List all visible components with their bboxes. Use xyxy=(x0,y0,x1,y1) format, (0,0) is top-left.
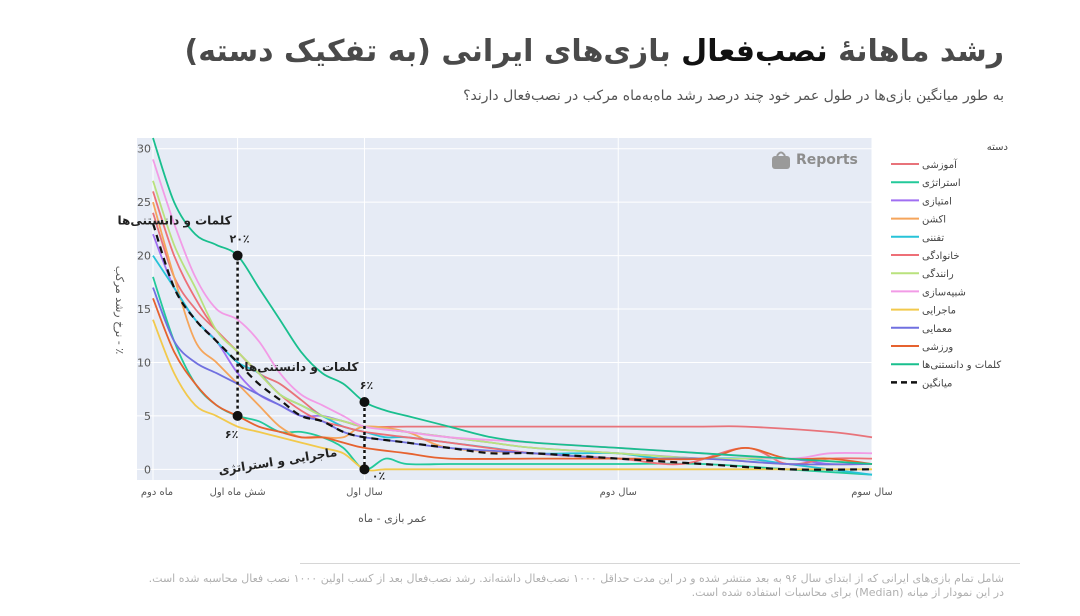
legend-label: میانگین xyxy=(922,377,952,389)
y-tick-label: 25 xyxy=(137,196,151,209)
legend-label: آموزشی xyxy=(922,158,958,171)
chart-subtitle: به طور میانگین بازی‌ها در طول عمر خود چن… xyxy=(463,88,1004,104)
legend-label: ورزشی xyxy=(922,342,953,353)
x-tick-label: شش ماه اول xyxy=(210,487,266,498)
chart-svg: 0 5 10 15 20 25 30 ماه دوم شش ماه اول سال اول سال … xyxy=(113,137,1008,525)
annotation-top-name: کلمات و دانستنی‌ها xyxy=(244,360,358,375)
series-line-8 xyxy=(152,319,872,472)
y-tick-label: 10 xyxy=(137,356,151,369)
chart-title: رشد ماهانهٔ نصب‌فعال بازی‌های ایرانی (به… xyxy=(104,28,1005,76)
annotation-top-name: کلمات و دانستنی‌ها xyxy=(118,214,232,229)
legend-label: معمایی xyxy=(922,324,952,335)
legend-label: ماجرایی xyxy=(922,306,956,317)
legend-label: اکشن xyxy=(922,215,946,226)
watermark-text: Reports xyxy=(796,152,858,168)
series-line-10 xyxy=(152,297,873,465)
footer-line-2: در این نمودار از میانه (Median) برای محا… xyxy=(691,586,1004,599)
legend-label: کلمات و دانستنی‌ها xyxy=(922,360,1001,371)
annotation-marker-top xyxy=(359,396,370,407)
legend-label: رانندگی xyxy=(922,268,954,280)
y-axis-label: ٪ - نرخ رشد مرکب xyxy=(113,266,126,354)
y-tick-label: 0 xyxy=(144,463,151,476)
y-tick-label: 30 xyxy=(137,143,151,156)
series-line-12 xyxy=(151,223,873,471)
title-emphasis: نصب‌فعال xyxy=(681,34,828,69)
annotation-marker-bottom xyxy=(359,464,370,475)
annotation-top-value: ۲۰٪ xyxy=(230,233,250,246)
legend-title: دسته xyxy=(987,142,1008,153)
x-tick-label: ماه دوم xyxy=(141,487,173,498)
y-tick-label: 5 xyxy=(144,410,151,423)
title-part-1: رشد ماهانهٔ xyxy=(827,34,1004,69)
y-tick-label: 20 xyxy=(137,250,151,263)
annotation-top-value: ۶٪ xyxy=(360,379,373,392)
reports-logo-handle-icon xyxy=(776,151,786,157)
legend-label: تفننی xyxy=(922,233,944,244)
series-line-6 xyxy=(152,180,873,465)
annotation-marker-bottom xyxy=(232,410,243,421)
title-part-2: بازی‌های ایرانی (به تفکیک دسته) xyxy=(184,34,682,69)
x-tick-label: سال دوم xyxy=(600,487,637,498)
y-tick-label: 15 xyxy=(137,303,151,316)
x-tick-label: سال اول xyxy=(346,487,383,498)
legend-label: استراتژی xyxy=(922,178,961,189)
annotation-bottom-value: ۰٪ xyxy=(372,469,385,482)
legend-label: خانوادگی xyxy=(922,250,960,262)
annotation-marker-top xyxy=(232,250,243,261)
x-tick-label: سال سوم xyxy=(851,487,893,498)
footer-line-1: شامل تمام بازی‌های ایرانی که از ابتدای س… xyxy=(148,572,1004,585)
annotation-bottom-value: ۶٪ xyxy=(225,428,238,441)
reports-logo-bag-icon xyxy=(772,156,790,169)
legend-label: شبیه‌سازی xyxy=(922,287,966,298)
legend-label: امتیازی xyxy=(922,196,952,207)
reports-logo-icon xyxy=(772,151,790,169)
x-axis-label: عمر بازی - ماه xyxy=(358,512,427,525)
footer-divider xyxy=(300,563,1020,564)
footer-note: شامل تمام بازی‌های ایرانی که از ابتدای س… xyxy=(64,572,1004,600)
